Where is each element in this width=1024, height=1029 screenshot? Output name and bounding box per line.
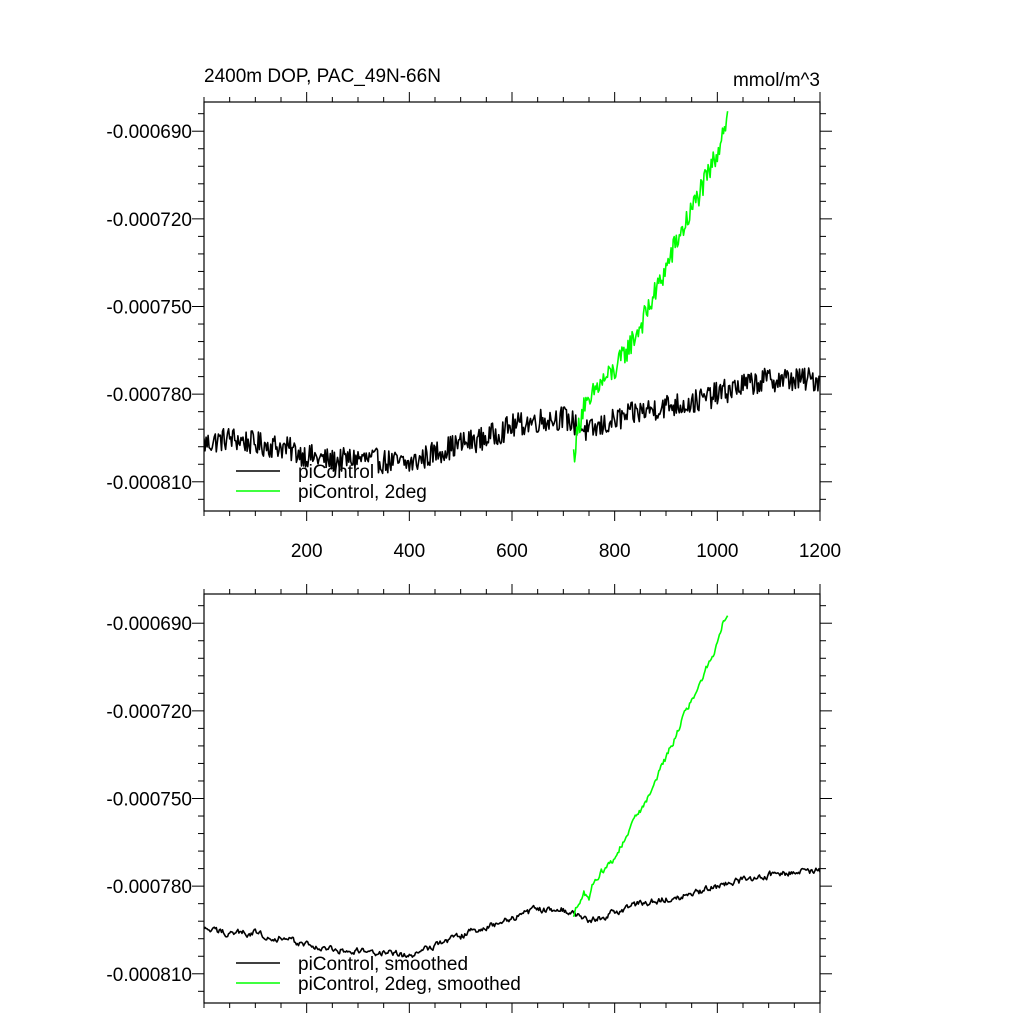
legend-label: piControl, 2deg, smoothed [298,974,521,995]
y-tick-label: -0.000750 [106,298,192,319]
x-tick-label: 400 [393,541,425,562]
x-tick-label: 600 [496,541,528,562]
y-tick-label: -0.000810 [106,965,192,986]
series-line-picontrol-2deg [572,111,729,463]
bottom-panel: -0.000690 -0.000720 -0.000750 -0.000780 -0.0… [106,584,832,1013]
plot-frame [203,593,821,1004]
y-tick-label: -0.000720 [106,702,192,723]
series-line-picontrol [204,367,820,475]
x-tick-label: 200 [291,541,323,562]
x-tick-label: 1200 [799,541,841,562]
series-line-picontrol-2deg-smoothed [572,615,729,918]
x-tick-label: 1000 [696,541,738,562]
legend-label: piControl, smoothed [298,954,468,975]
legend-label: piControl [298,462,374,483]
y-tick-label: -0.000690 [106,614,192,635]
series-line-picontrol-smoothed [204,867,820,958]
y-tick-label: -0.000720 [106,210,192,231]
x-tick-label: 800 [599,541,631,562]
y-tick-label: -0.000780 [106,877,192,898]
chart-title: 2400m DOP, PAC_49N-66N [204,66,441,87]
y-tick-label: -0.000750 [106,790,192,811]
y-tick-label: -0.000690 [106,122,192,143]
units-label: mmol/m^3 [733,70,820,91]
y-tick-label: -0.000780 [106,385,192,406]
top-panel: 200 400 600 800 1000 1200 -0.000690 -0.000720 -0… [106,92,841,562]
legend-label: piControl, 2deg [298,482,427,503]
y-tick-label: -0.000810 [106,473,192,494]
